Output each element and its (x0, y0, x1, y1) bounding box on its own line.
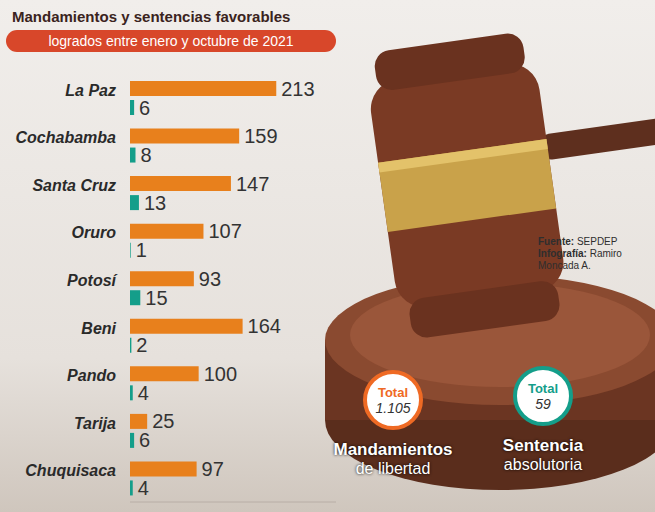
html-text:Total: Total (528, 380, 558, 396)
svg-text:La Paz: La Paz (65, 82, 116, 99)
svg-text:13: 13 (144, 192, 166, 214)
svg-text:15: 15 (145, 287, 167, 309)
html-text:Fuente: SEPDEP: Fuente: SEPDEP (538, 236, 618, 247)
svg-text:164: 164 (248, 315, 281, 337)
svg-text:8: 8 (140, 144, 151, 166)
html-text:1.105: 1.105 (375, 399, 411, 416)
html-text:Mandamientos y sentencias favo: Mandamientos y sentencias favorables (12, 8, 291, 25)
html-text:Infografía: Ramiro Moncada A.: Infografía: Ramiro Moncada A. (538, 248, 622, 271)
html-text:de libertad: de libertad (355, 460, 431, 477)
html-text:Mandamientos: Mandamientos (333, 440, 453, 459)
html-text:logrados entre enero y octubre: logrados entre enero y octubre de 2021 (48, 33, 294, 49)
svg-text:1: 1 (136, 239, 147, 261)
svg-text:Beni: Beni (81, 320, 116, 337)
svg-text:Pando: Pando (67, 367, 116, 384)
svg-text:25: 25 (152, 410, 174, 432)
svg-text:107: 107 (208, 220, 241, 242)
svg-text:Tarija: Tarija (74, 415, 116, 432)
html-text:59: 59 (535, 395, 551, 412)
svg-text:6: 6 (139, 97, 150, 119)
html-text:Sentencia: Sentencia (502, 436, 584, 455)
svg-text:Cochabamba: Cochabamba (16, 129, 117, 146)
svg-text:Santa Cruz: Santa Cruz (32, 177, 116, 194)
svg-text:4: 4 (138, 382, 149, 404)
svg-text:97: 97 (202, 458, 224, 480)
svg-text:100: 100 (204, 363, 237, 385)
html-text:Total: Total (378, 384, 408, 400)
svg-text:Oruro: Oruro (72, 224, 117, 241)
svg-text:2: 2 (136, 334, 147, 356)
svg-text:6: 6 (139, 429, 150, 451)
svg-text:Potosí: Potosí (67, 272, 118, 289)
svg-text:213: 213 (281, 78, 314, 100)
html-text:absolutoria: absolutoria (503, 456, 583, 473)
svg-text:4: 4 (138, 477, 149, 499)
svg-text:Chuquisaca: Chuquisaca (25, 462, 116, 479)
svg-text:147: 147 (236, 173, 269, 195)
svg-text:159: 159 (244, 125, 277, 147)
svg-text:93: 93 (199, 268, 221, 290)
